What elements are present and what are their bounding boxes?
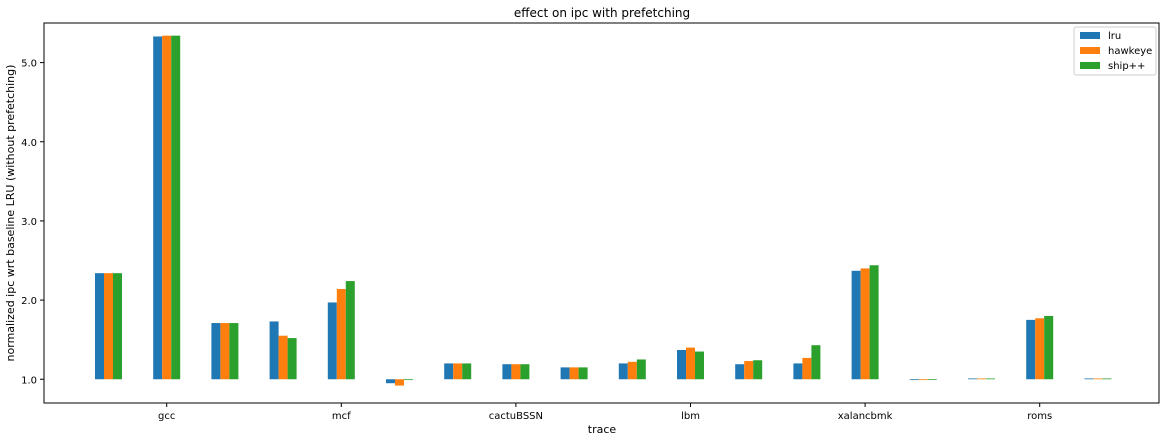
- x-tick-label: roms: [1027, 411, 1052, 422]
- bar-hawkeye-6: [453, 363, 463, 380]
- bar-lru-13: [851, 270, 861, 380]
- chart-title: effect on ipc with prefetching: [514, 6, 690, 20]
- bar-lru-1: [153, 36, 163, 380]
- y-tick-label: 5.0: [21, 59, 37, 70]
- bar-shippp-9: [636, 359, 646, 380]
- bar-hawkeye-2: [220, 323, 230, 380]
- bar-shippp-11: [753, 360, 763, 380]
- bar-hawkeye-3: [278, 335, 288, 380]
- bar-lru-17: [1084, 378, 1094, 380]
- legend-swatch: [1080, 62, 1100, 69]
- legend-label: ship++: [1108, 61, 1145, 72]
- legend-label: hawkeye: [1108, 46, 1152, 57]
- bar-lru-2: [211, 323, 221, 380]
- bar-lru-14: [909, 379, 919, 381]
- bar-shippp-14: [927, 379, 937, 381]
- bar-shippp-5: [404, 379, 413, 381]
- x-tick-label: lbm: [681, 411, 700, 422]
- bar-lru-12: [793, 363, 803, 380]
- bar-lru-6: [444, 363, 454, 380]
- bar-lru-3: [269, 321, 279, 380]
- bar-shippp-17: [1102, 378, 1112, 380]
- bar-shippp-0: [113, 273, 122, 380]
- bar-lru-5: [386, 379, 395, 384]
- bar-hawkeye-8: [569, 367, 579, 380]
- bar-lru-8: [560, 367, 570, 380]
- bar-hawkeye-0: [104, 273, 113, 380]
- bar-shippp-6: [462, 363, 472, 380]
- bar-hawkeye-13: [860, 268, 870, 380]
- bar-hawkeye-15: [977, 378, 986, 380]
- y-tick-label: 2.0: [21, 296, 37, 307]
- legend-label: lru: [1108, 31, 1121, 42]
- bar-lru-10: [677, 349, 686, 380]
- bar-lru-11: [735, 364, 745, 380]
- bar-lru-7: [502, 364, 512, 380]
- bar-lru-16: [1026, 319, 1036, 380]
- x-axis-label: trace: [588, 423, 617, 436]
- x-tick-label: cactuBSSN: [489, 411, 543, 422]
- bar-shippp-16: [1044, 315, 1054, 380]
- x-tick-label: gcc: [158, 411, 175, 422]
- bar-hawkeye-14: [918, 379, 928, 381]
- y-axis: 1.0 2.0 3.0 4.0 5.0: [21, 59, 44, 386]
- x-tick-label: xalancbmk: [838, 411, 893, 422]
- y-tick-label: 1.0: [21, 375, 37, 386]
- bars-group: [95, 35, 1112, 386]
- bar-shippp-13: [869, 265, 879, 380]
- bar-hawkeye-12: [802, 357, 812, 380]
- bar-hawkeye-9: [627, 361, 637, 380]
- bar-lru-4: [327, 302, 337, 380]
- bar-lru-15: [968, 378, 977, 380]
- bar-hawkeye-5: [395, 379, 404, 386]
- bar-hawkeye-11: [744, 361, 754, 380]
- bar-shippp-8: [578, 367, 588, 380]
- bar-shippp-7: [520, 364, 530, 380]
- legend: lru hawkeye ship++: [1073, 26, 1157, 76]
- bar-hawkeye-16: [1035, 318, 1045, 380]
- bar-shippp-12: [811, 345, 821, 380]
- bar-shippp-4: [345, 281, 355, 380]
- legend-swatch: [1080, 32, 1100, 39]
- plot-frame: [43, 22, 1160, 404]
- y-axis-label: normalized ipc wrt baseline LRU (without…: [4, 65, 17, 362]
- x-tick-label: mcf: [332, 411, 351, 422]
- y-tick-label: 4.0: [21, 138, 37, 149]
- bar-lru-9: [618, 363, 628, 380]
- bar-hawkeye-4: [336, 289, 346, 380]
- bar-shippp-10: [695, 351, 704, 380]
- bar-hawkeye-7: [511, 364, 521, 380]
- bar-shippp-3: [287, 338, 297, 380]
- bar-lru-0: [95, 273, 104, 380]
- bar-shippp-2: [229, 323, 239, 380]
- bar-hawkeye-17: [1093, 378, 1103, 380]
- bar-hawkeye-10: [686, 347, 695, 380]
- bar-shippp-15: [986, 378, 995, 380]
- bar-hawkeye-1: [162, 35, 172, 380]
- x-axis: gcc mcf cactuBSSN lbm xalancbmk roms: [158, 403, 1052, 422]
- y-tick-label: 3.0: [21, 217, 37, 228]
- bar-shippp-1: [171, 35, 181, 380]
- legend-swatch: [1080, 47, 1100, 54]
